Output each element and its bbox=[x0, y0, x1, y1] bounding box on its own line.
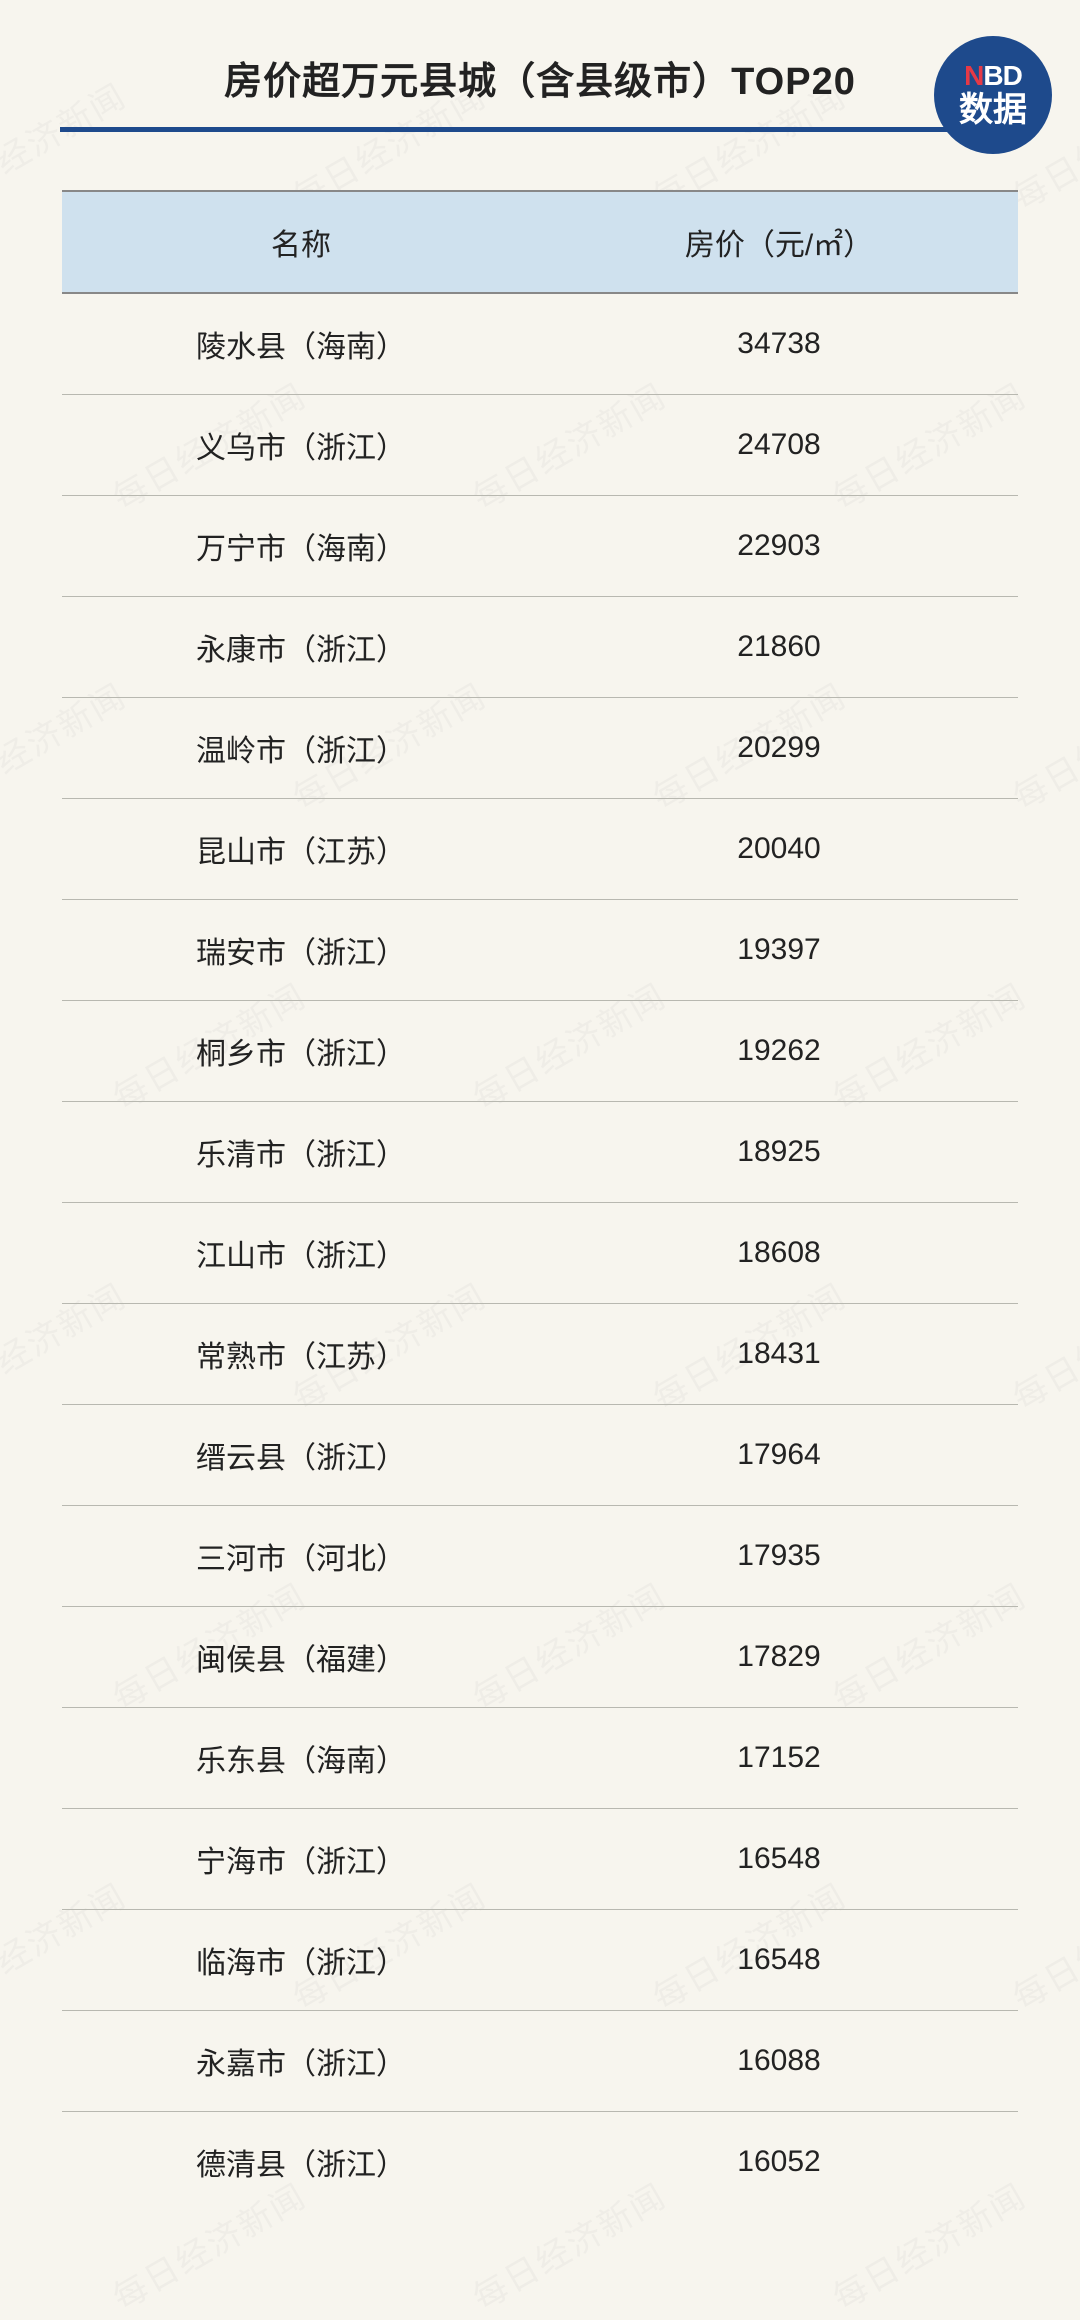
cell-price: 17935 bbox=[540, 1506, 1018, 1607]
cell-name: 陵水县（海南） bbox=[62, 293, 540, 395]
price-table: 名称 房价（元/㎡） 陵水县（海南）34738义乌市（浙江）24708万宁市（海… bbox=[62, 190, 1018, 2212]
table-row: 永康市（浙江）21860 bbox=[62, 597, 1018, 698]
cell-price: 17152 bbox=[540, 1708, 1018, 1809]
cell-price: 24708 bbox=[540, 395, 1018, 496]
cell-name: 临海市（浙江） bbox=[62, 1910, 540, 2011]
cell-price: 17964 bbox=[540, 1405, 1018, 1506]
cell-price: 19262 bbox=[540, 1001, 1018, 1102]
cell-name: 瑞安市（浙江） bbox=[62, 900, 540, 1001]
cell-name: 万宁市（海南） bbox=[62, 496, 540, 597]
table-row: 德清县（浙江）16052 bbox=[62, 2112, 1018, 2213]
cell-name: 昆山市（江苏） bbox=[62, 799, 540, 900]
table-row: 乐清市（浙江）18925 bbox=[62, 1102, 1018, 1203]
header: 房价超万元县城（含县级市）TOP20 bbox=[0, 0, 1080, 132]
cell-name: 德清县（浙江） bbox=[62, 2112, 540, 2213]
cell-name: 宁海市（浙江） bbox=[62, 1809, 540, 1910]
cell-name: 义乌市（浙江） bbox=[62, 395, 540, 496]
cell-name: 永康市（浙江） bbox=[62, 597, 540, 698]
cell-name: 常熟市（江苏） bbox=[62, 1304, 540, 1405]
table-header-row: 名称 房价（元/㎡） bbox=[62, 191, 1018, 293]
cell-name: 乐东县（海南） bbox=[62, 1708, 540, 1809]
cell-price: 18608 bbox=[540, 1203, 1018, 1304]
cell-price: 34738 bbox=[540, 293, 1018, 395]
cell-name: 桐乡市（浙江） bbox=[62, 1001, 540, 1102]
table-row: 乐东县（海南）17152 bbox=[62, 1708, 1018, 1809]
table-row: 永嘉市（浙江）16088 bbox=[62, 2011, 1018, 2112]
cell-price: 20040 bbox=[540, 799, 1018, 900]
col-price: 房价（元/㎡） bbox=[540, 191, 1018, 293]
table-row: 桐乡市（浙江）19262 bbox=[62, 1001, 1018, 1102]
cell-price: 18431 bbox=[540, 1304, 1018, 1405]
cell-name: 三河市（河北） bbox=[62, 1506, 540, 1607]
table-row: 闽侯县（福建）17829 bbox=[62, 1607, 1018, 1708]
cell-name: 乐清市（浙江） bbox=[62, 1102, 540, 1203]
badge-top: NBD bbox=[964, 61, 1022, 90]
table-row: 陵水县（海南）34738 bbox=[62, 293, 1018, 395]
cell-price: 21860 bbox=[540, 597, 1018, 698]
table-row: 江山市（浙江）18608 bbox=[62, 1203, 1018, 1304]
table-row: 昆山市（江苏）20040 bbox=[62, 799, 1018, 900]
table-row: 三河市（河北）17935 bbox=[62, 1506, 1018, 1607]
cell-name: 闽侯县（福建） bbox=[62, 1607, 540, 1708]
table-row: 常熟市（江苏）18431 bbox=[62, 1304, 1018, 1405]
cell-name: 江山市（浙江） bbox=[62, 1203, 540, 1304]
cell-name: 缙云县（浙江） bbox=[62, 1405, 540, 1506]
cell-price: 19397 bbox=[540, 900, 1018, 1001]
cell-price: 18925 bbox=[540, 1102, 1018, 1203]
table-row: 宁海市（浙江）16548 bbox=[62, 1809, 1018, 1910]
cell-price: 20299 bbox=[540, 698, 1018, 799]
page-title: 房价超万元县城（含县级市）TOP20 bbox=[60, 50, 1020, 127]
col-name: 名称 bbox=[62, 191, 540, 293]
cell-name: 永嘉市（浙江） bbox=[62, 2011, 540, 2112]
badge-bottom: 数据 bbox=[959, 93, 1027, 129]
cell-price: 16088 bbox=[540, 2011, 1018, 2112]
cell-price: 16548 bbox=[540, 1910, 1018, 2011]
title-underline bbox=[60, 127, 1020, 132]
cell-price: 16548 bbox=[540, 1809, 1018, 1910]
table-row: 万宁市（海南）22903 bbox=[62, 496, 1018, 597]
cell-price: 16052 bbox=[540, 2112, 1018, 2213]
badge-letters-bd: BD bbox=[983, 60, 1021, 91]
cell-name: 温岭市（浙江） bbox=[62, 698, 540, 799]
table-row: 临海市（浙江）16548 bbox=[62, 1910, 1018, 2011]
cell-price: 22903 bbox=[540, 496, 1018, 597]
badge-letter-n: N bbox=[964, 60, 983, 91]
table-row: 义乌市（浙江）24708 bbox=[62, 395, 1018, 496]
cell-price: 17829 bbox=[540, 1607, 1018, 1708]
table-row: 瑞安市（浙江）19397 bbox=[62, 900, 1018, 1001]
table-row: 温岭市（浙江）20299 bbox=[62, 698, 1018, 799]
table-container: 名称 房价（元/㎡） 陵水县（海南）34738义乌市（浙江）24708万宁市（海… bbox=[62, 190, 1018, 2212]
table-row: 缙云县（浙江）17964 bbox=[62, 1405, 1018, 1506]
nbd-badge: NBD 数据 bbox=[934, 36, 1052, 154]
